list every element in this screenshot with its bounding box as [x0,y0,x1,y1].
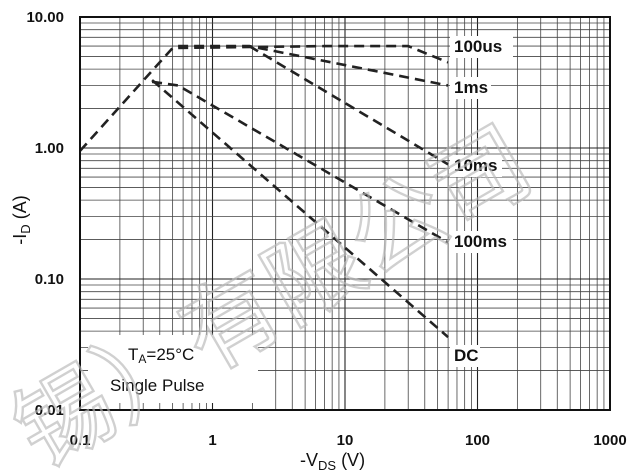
grid [79,17,610,411]
curve-label-bg [450,155,502,177]
curve-label-10ms: 10ms [454,156,497,175]
tick-labels: 0.1 1 10 100 1000 10.00 1.00 0.10 0.01 [26,9,626,449]
curve-labels: 100us 1ms 10ms 100ms DC [450,36,513,367]
curve-label-bg [450,36,513,58]
curve-1ms [178,44,449,87]
x-axis-title: -VDS (V) [300,450,365,471]
x-tick-label: 1 [208,432,216,449]
curves [79,44,449,339]
annotation-line1: TA=25°C [128,345,194,366]
watermark: 锡）有限公司 [0,105,550,471]
y-tick-label: 10.00 [26,9,64,26]
curve-label-100ms: 100ms [454,232,507,251]
curve-label-bg [450,345,480,367]
curve-label-100us: 100us [454,37,502,56]
plot-frame [79,16,611,411]
y-tick-label: 0.01 [35,402,64,419]
y-tick-label: 1.00 [35,140,64,157]
curve-DC [151,79,449,339]
y-axis-title: -ID (A) [10,195,33,244]
curve-label-DC: DC [454,346,479,365]
curve-100ms [151,80,449,244]
curve-label-1ms: 1ms [454,78,488,97]
annotation-line2: Single Pulse [110,376,205,395]
x-tick-label: 10 [337,432,354,449]
curve-label-bg [450,77,491,99]
x-tick-label: 0.1 [70,432,91,449]
x-tick-label: 1000 [593,432,626,449]
x-tick-label: 100 [465,432,490,449]
curve-100us [79,44,449,152]
curve-10ms [248,44,449,166]
curve-label-bg [450,231,513,253]
y-tick-label: 0.10 [35,271,64,288]
annotation: TA=25°C Single Pulse [88,335,258,403]
